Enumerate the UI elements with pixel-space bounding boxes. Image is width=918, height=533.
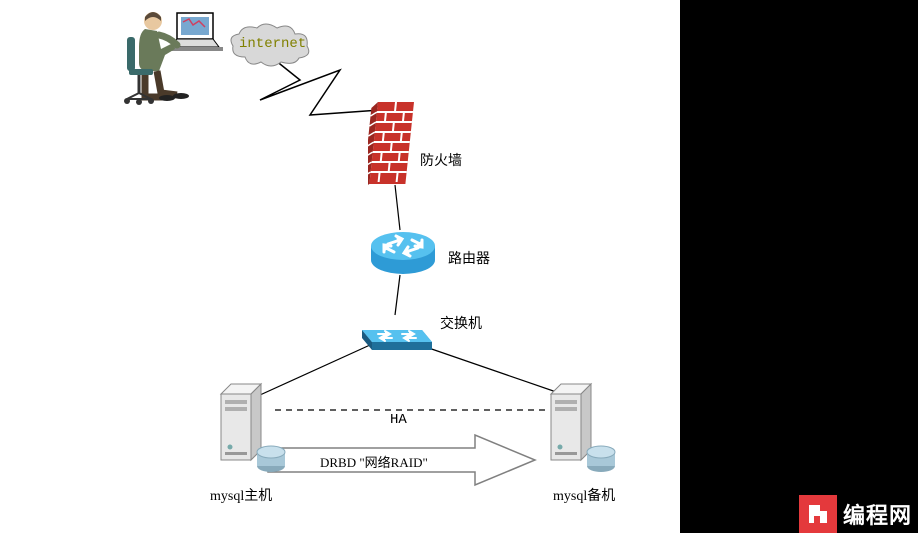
user-node [115, 5, 235, 120]
site-logo: 编程网 [799, 495, 918, 533]
router-node [368, 230, 438, 283]
internet-cloud: internet [225, 22, 315, 77]
diagram-canvas: internet 防火墙 [0, 0, 680, 533]
drbd-label: DRBD "网络RAID" [320, 452, 428, 471]
internet-label: internet [239, 36, 306, 52]
switch-node [358, 314, 436, 359]
switch-label: 交换机 [440, 313, 482, 333]
server2-node [543, 382, 623, 487]
firewall-node [368, 102, 418, 193]
ha-label: HA [390, 412, 407, 428]
logo-text: 编程网 [837, 498, 918, 530]
server1-label: mysql主机 [210, 485, 272, 505]
router-label: 路由器 [448, 248, 490, 268]
server2-label: mysql备机 [553, 485, 615, 505]
firewall-label: 防火墙 [420, 150, 462, 170]
server1-node [213, 382, 293, 487]
logo-icon [799, 495, 837, 533]
